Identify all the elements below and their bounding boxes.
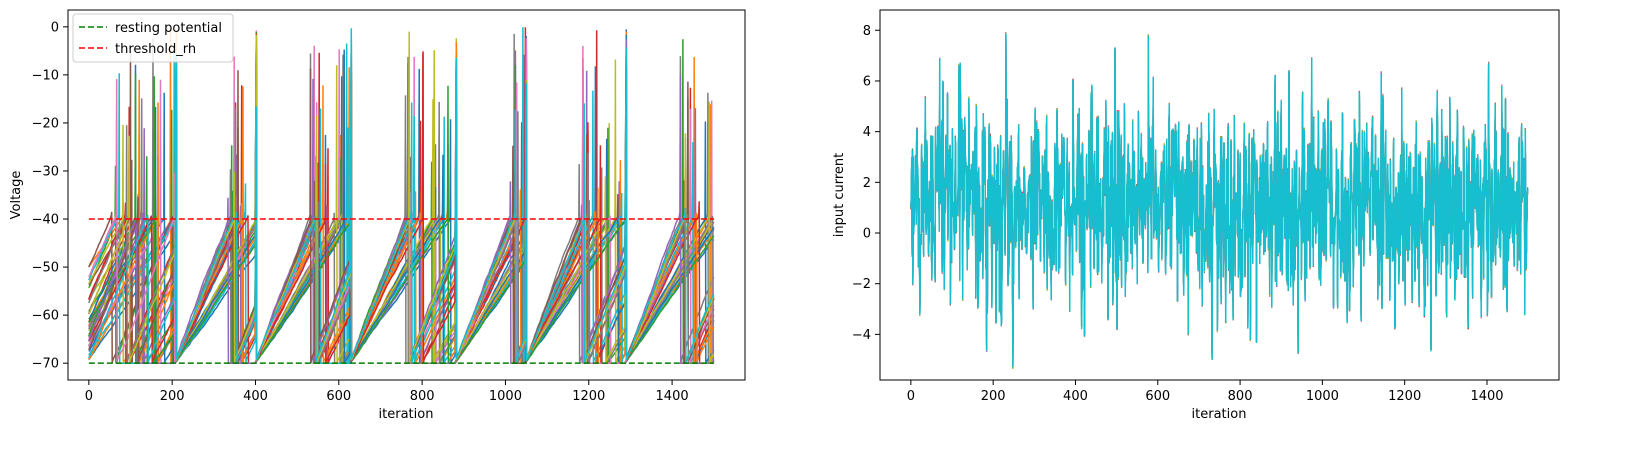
- input-current-chart: 0 200 400 600 800 1000 1200 1400 8 6 4 2 0 −2 −4 iter…: [832, 9, 1560, 422]
- x-tick-label: 0: [907, 389, 915, 404]
- x-tick-label: 800: [1228, 389, 1253, 404]
- right-x-axis-label: iteration: [1192, 407, 1247, 422]
- left-x-ticks: 0 200 400 600 800 1000 1200 1400: [85, 380, 689, 404]
- x-tick-label: 200: [160, 389, 185, 404]
- y-tick-label: 2: [863, 176, 871, 191]
- x-tick-label: 400: [1063, 389, 1088, 404]
- x-tick-label: 1400: [1470, 389, 1503, 404]
- x-tick-label: 1200: [1388, 389, 1421, 404]
- input-current-top-series-line: [910, 33, 1529, 368]
- voltage-series-line: [88, 49, 715, 364]
- x-tick-label: 1200: [572, 389, 605, 404]
- voltage-chart: 0 200 400 600 800 1000 1200 1400 0 −10 −20 −30 −40 −…: [9, 9, 746, 422]
- y-tick-label: −30: [32, 164, 59, 179]
- legend: resting potential threshold_rh: [72, 13, 234, 63]
- voltage-series-line: [88, 27, 714, 364]
- x-tick-label: 200: [981, 389, 1006, 404]
- x-tick-label: 0: [85, 389, 93, 404]
- x-tick-label: 1000: [489, 389, 522, 404]
- y-tick-label: −60: [32, 309, 59, 324]
- right-y-axis-label: input current: [832, 153, 847, 237]
- input-current-traces: [910, 32, 1529, 369]
- legend-label-resting-potential: resting potential: [115, 21, 222, 36]
- left-y-axis-label: Voltage: [9, 171, 24, 220]
- legend-box: [72, 13, 234, 63]
- voltage-series-line: [88, 35, 715, 364]
- y-tick-label: 8: [863, 24, 871, 39]
- left-plot-frame: [67, 9, 746, 381]
- x-tick-label: 1400: [656, 389, 689, 404]
- y-tick-label: 0: [51, 20, 59, 35]
- voltage-traces: [88, 27, 715, 365]
- voltage-series-line: [88, 39, 714, 364]
- x-tick-label: 600: [1145, 389, 1170, 404]
- y-tick-label: −40: [32, 213, 59, 228]
- right-y-ticks: 8 6 4 2 0 −2 −4: [852, 24, 880, 343]
- voltage-series-line: [88, 42, 715, 365]
- legend-label-threshold-rh: threshold_rh: [115, 42, 196, 57]
- y-tick-label: −50: [32, 261, 59, 276]
- reference-lines: [88, 218, 714, 364]
- x-tick-label: 400: [243, 389, 268, 404]
- y-tick-label: 6: [863, 74, 871, 89]
- left-x-axis-label: iteration: [379, 407, 434, 422]
- voltage-series-line: [88, 65, 715, 364]
- x-tick-label: 800: [410, 389, 435, 404]
- right-x-ticks: 0 200 400 600 800 1000 1200 1400: [907, 380, 1504, 404]
- left-y-ticks: 0 −10 −20 −30 −40 −50 −60 −70: [32, 20, 68, 372]
- y-tick-label: −70: [32, 357, 59, 372]
- y-tick-label: 0: [863, 227, 871, 242]
- y-tick-label: 4: [863, 125, 871, 140]
- y-tick-label: −20: [32, 116, 59, 131]
- x-tick-label: 1000: [1306, 389, 1339, 404]
- y-tick-label: −4: [852, 328, 871, 343]
- right-plot-frame: [879, 9, 1560, 381]
- y-tick-label: −10: [32, 68, 59, 83]
- y-tick-label: −2: [852, 277, 871, 292]
- x-tick-label: 600: [326, 389, 351, 404]
